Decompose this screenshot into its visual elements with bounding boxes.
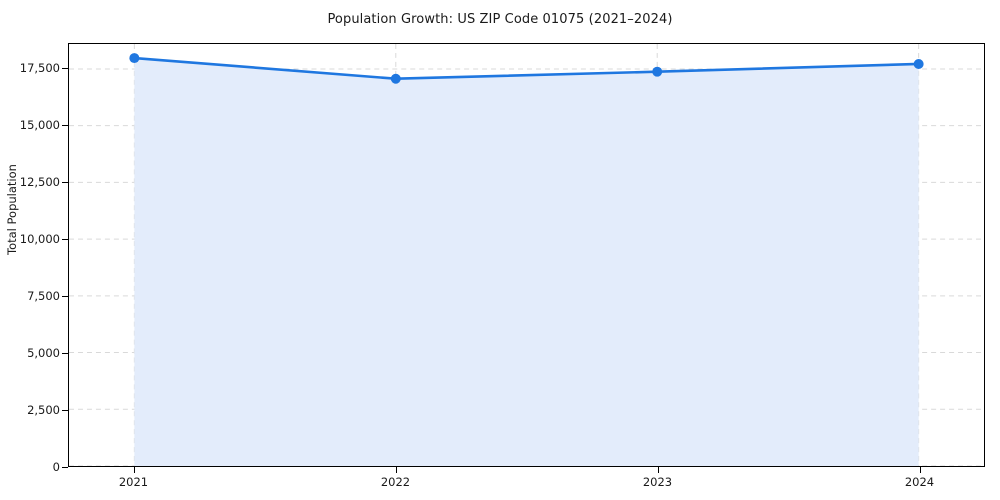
y-axis-label: Total Population [5, 164, 19, 255]
area-fill [134, 58, 919, 466]
data-point-marker [652, 66, 663, 77]
x-tick-label: 2024 [904, 475, 935, 489]
x-tick-label: 2021 [118, 475, 149, 489]
x-tick-mark [657, 467, 659, 473]
x-tick-label: 2023 [642, 475, 673, 489]
y-tick-label: 2,500 [27, 403, 60, 417]
x-tick-mark [919, 467, 921, 473]
y-tick-label: 15,000 [19, 118, 60, 133]
x-tick-mark [133, 467, 135, 473]
x-tick-mark [395, 467, 397, 473]
y-tick-label: 0 [52, 460, 60, 474]
y-tick-label: 5,000 [27, 346, 60, 361]
data-line-total-population [133, 56, 920, 81]
chart-title: Population Growth: US ZIP Code 01075 (20… [327, 12, 673, 27]
data-point-marker [913, 58, 924, 69]
x-tick-label: 2022 [380, 475, 411, 489]
plot-area [68, 43, 985, 467]
series-layer [129, 53, 924, 466]
y-tick-mark [62, 467, 68, 468]
data-point-marker [390, 73, 401, 84]
data-point-marker [129, 53, 140, 64]
y-tick-label: 17,500 [19, 61, 60, 76]
y-tick-label: 7,500 [27, 289, 60, 304]
